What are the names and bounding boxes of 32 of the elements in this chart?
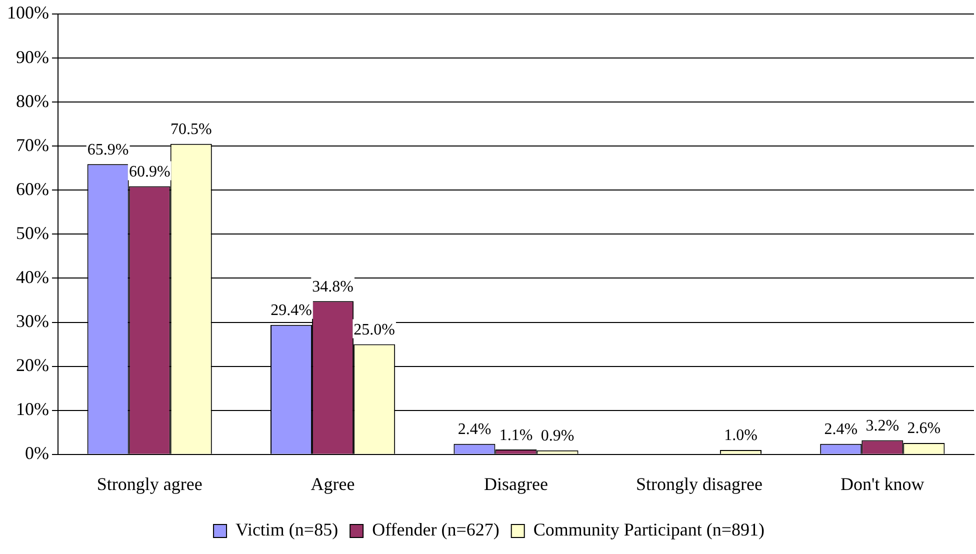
data-label: 70.5% xyxy=(170,121,212,138)
data-label: 0.9% xyxy=(540,428,574,445)
x-tick-label: Strongly disagree xyxy=(636,474,762,494)
data-label: 2.4% xyxy=(458,421,492,438)
y-tick-label: 10% xyxy=(16,399,49,420)
data-label: 2.4% xyxy=(824,421,858,438)
y-tick-label: 30% xyxy=(16,311,49,332)
data-label: 1.1% xyxy=(499,426,533,444)
data-label: 1.0% xyxy=(724,427,758,444)
data-label: 3.2% xyxy=(866,418,900,435)
y-tick-label: 0% xyxy=(24,443,49,464)
y-tick-label: 20% xyxy=(16,355,49,376)
data-label: 65.9% xyxy=(87,141,129,158)
y-tick-label: 90% xyxy=(16,46,49,67)
data-label: 60.9% xyxy=(128,163,170,180)
y-tick-label: 80% xyxy=(16,90,49,111)
data-label: 29.4% xyxy=(270,302,312,320)
x-tick-label: Strongly agree xyxy=(96,474,202,494)
y-tick-label: 50% xyxy=(16,222,49,243)
data-label: 25.0% xyxy=(354,322,395,339)
x-tick-label: Agree xyxy=(310,474,355,494)
y-tick-label: 70% xyxy=(16,134,49,155)
y-tick-label: 40% xyxy=(16,266,49,287)
x-tick-label: Disagree xyxy=(484,474,548,494)
y-tick-label: 100% xyxy=(6,2,49,23)
data-label: 34.8% xyxy=(312,278,354,296)
legend-label: Community Participant (n=891) xyxy=(533,520,764,540)
legend-label: Offender (n=627) xyxy=(372,520,500,540)
x-tick-label: Don't know xyxy=(840,474,924,494)
data-label: 2.6% xyxy=(907,420,941,438)
legend-label: Victim (n=85) xyxy=(236,520,338,540)
y-tick-label: 60% xyxy=(16,178,49,199)
